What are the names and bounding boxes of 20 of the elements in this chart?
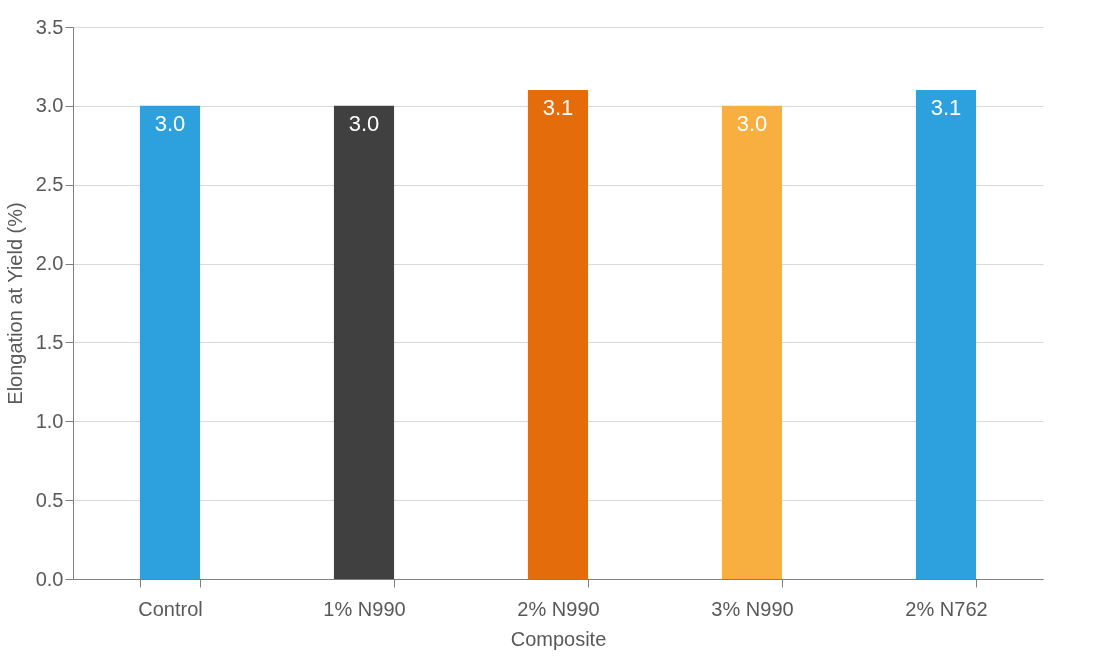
data-label: 3.0 (736, 110, 768, 136)
x-axis-title: Composite (510, 627, 607, 650)
data-label: 3.1 (542, 95, 574, 121)
x-tick-label: 2% N762 (905, 597, 988, 620)
y-tick-label: 3.5 (35, 15, 64, 38)
data-label: 3.0 (154, 110, 186, 136)
data-label: 3.0 (348, 110, 380, 136)
x-tick-label: 3% N990 (711, 597, 794, 620)
y-tick-label: 3.0 (35, 94, 64, 117)
x-tick-label: 1% N990 (323, 597, 406, 620)
y-tick-label: 1.0 (35, 409, 64, 432)
x-tick-label: Control (138, 597, 203, 620)
y-tick-label: 2.5 (35, 173, 64, 196)
y-axis-title: Elongation at Yield (%) (3, 202, 26, 405)
y-tick-label: 1.5 (35, 330, 64, 353)
y-tick-label: 0.0 (35, 567, 64, 590)
x-tick-label: 2% N990 (517, 597, 600, 620)
y-tick-label: 0.5 (35, 488, 64, 511)
y-tick-label: 2.0 (35, 252, 64, 275)
data-label: 3.1 (930, 95, 962, 121)
